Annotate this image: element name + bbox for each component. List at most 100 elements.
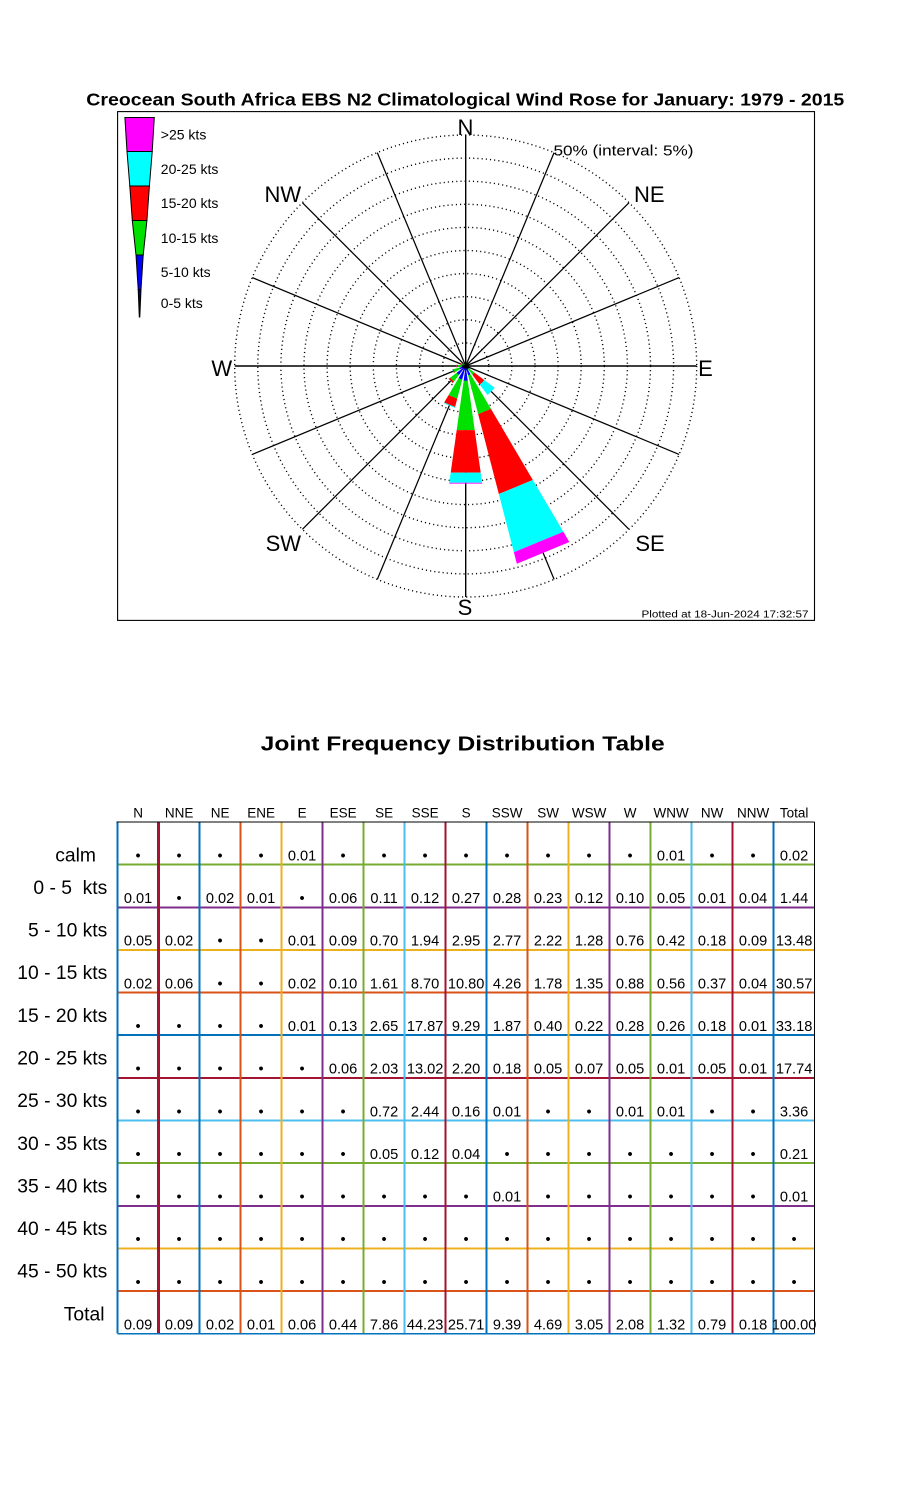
svg-text:•: •: [218, 1019, 223, 1035]
svg-text:SW: SW: [266, 531, 302, 556]
svg-text:•: •: [751, 1104, 756, 1120]
svg-text:W: W: [624, 806, 637, 821]
svg-text:0.42: 0.42: [657, 934, 685, 950]
svg-text:0.01: 0.01: [124, 891, 152, 907]
svg-text:0.01: 0.01: [657, 848, 685, 864]
svg-text:0.09: 0.09: [124, 1318, 152, 1334]
svg-text:2.65: 2.65: [370, 1019, 398, 1035]
svg-text:30 - 35 kts: 30 - 35 kts: [17, 1134, 107, 1155]
svg-text:0 - 5 kts: 0 - 5 kts: [33, 878, 107, 899]
svg-text:•: •: [300, 891, 305, 907]
svg-text:0.01: 0.01: [657, 1104, 685, 1120]
svg-text:•: •: [382, 1275, 387, 1291]
svg-text:0.06: 0.06: [288, 1318, 316, 1334]
svg-text:4.26: 4.26: [493, 976, 521, 992]
svg-text:20-25 kts: 20-25 kts: [161, 161, 219, 177]
svg-text:•: •: [505, 1147, 510, 1163]
svg-text:0.18: 0.18: [739, 1318, 767, 1334]
svg-text:9.39: 9.39: [493, 1318, 521, 1334]
svg-text:WNW: WNW: [653, 806, 688, 821]
svg-text:100.00: 100.00: [772, 1318, 817, 1334]
svg-text:•: •: [587, 1275, 592, 1291]
svg-text:0-5 kts: 0-5 kts: [161, 295, 203, 311]
svg-text:35 - 40 kts: 35 - 40 kts: [17, 1176, 107, 1197]
svg-text:SSE: SSE: [412, 806, 439, 821]
svg-text:•: •: [587, 848, 592, 864]
svg-text:15 - 20 kts: 15 - 20 kts: [17, 1006, 107, 1027]
svg-text:30.57: 30.57: [776, 976, 813, 992]
svg-text:•: •: [464, 1190, 469, 1206]
svg-text:1.35: 1.35: [575, 976, 603, 992]
svg-text:•: •: [669, 1232, 674, 1248]
svg-text:0.01: 0.01: [288, 934, 316, 950]
svg-text:44.23: 44.23: [407, 1318, 444, 1334]
svg-text:1.94: 1.94: [411, 934, 439, 950]
svg-text:•: •: [546, 1232, 551, 1248]
svg-text:0.06: 0.06: [329, 891, 357, 907]
svg-text:•: •: [218, 1147, 223, 1163]
svg-text:•: •: [710, 1190, 715, 1206]
svg-text:0.12: 0.12: [575, 891, 603, 907]
svg-text:0.01: 0.01: [739, 1062, 767, 1078]
svg-text:0.12: 0.12: [411, 1147, 439, 1163]
svg-text:17.74: 17.74: [776, 1062, 813, 1078]
svg-text:•: •: [300, 1062, 305, 1078]
svg-text:•: •: [177, 1275, 182, 1291]
svg-text:•: •: [792, 1232, 797, 1248]
svg-text:0.01: 0.01: [780, 1190, 808, 1206]
svg-text:0.01: 0.01: [493, 1104, 521, 1120]
svg-text:0.05: 0.05: [124, 934, 152, 950]
svg-text:0.09: 0.09: [739, 934, 767, 950]
svg-text:0.16: 0.16: [452, 1104, 480, 1120]
svg-text:E: E: [698, 356, 713, 381]
svg-text:•: •: [218, 934, 223, 950]
svg-text:•: •: [218, 976, 223, 992]
svg-text:2.22: 2.22: [534, 934, 562, 950]
svg-text:SE: SE: [635, 531, 664, 556]
svg-text:9.29: 9.29: [452, 1019, 480, 1035]
svg-text:•: •: [136, 848, 141, 864]
svg-text:•: •: [710, 1147, 715, 1163]
svg-text:•: •: [382, 848, 387, 864]
svg-text:WSW: WSW: [572, 806, 607, 821]
svg-text:0.12: 0.12: [411, 891, 439, 907]
svg-text:•: •: [546, 848, 551, 864]
svg-text:0.79: 0.79: [698, 1318, 726, 1334]
svg-text:W: W: [211, 356, 232, 381]
svg-text:•: •: [546, 1147, 551, 1163]
svg-text:•: •: [751, 1232, 756, 1248]
svg-text:•: •: [669, 1147, 674, 1163]
svg-text:Total: Total: [780, 806, 809, 821]
svg-text:•: •: [710, 1104, 715, 1120]
svg-text:•: •: [136, 1104, 141, 1120]
svg-text:•: •: [628, 1147, 633, 1163]
svg-text:0.01: 0.01: [657, 1062, 685, 1078]
svg-text:•: •: [136, 1190, 141, 1206]
svg-text:40 - 45 kts: 40 - 45 kts: [17, 1219, 107, 1240]
svg-text:0.37: 0.37: [698, 976, 726, 992]
svg-text:NNE: NNE: [165, 806, 194, 821]
svg-text:0.04: 0.04: [739, 976, 767, 992]
svg-text:•: •: [423, 1232, 428, 1248]
svg-text:0.28: 0.28: [493, 891, 521, 907]
svg-text:0.88: 0.88: [616, 976, 644, 992]
svg-text:NW: NW: [701, 806, 724, 821]
svg-text:25 - 30 kts: 25 - 30 kts: [17, 1091, 107, 1112]
svg-text:0.10: 0.10: [329, 976, 357, 992]
svg-text:•: •: [177, 1062, 182, 1078]
svg-text:•: •: [300, 1190, 305, 1206]
svg-text:S: S: [458, 595, 473, 620]
svg-text:•: •: [382, 1232, 387, 1248]
svg-text:•: •: [136, 1275, 141, 1291]
svg-text:0.05: 0.05: [534, 1062, 562, 1078]
svg-text:3.36: 3.36: [780, 1104, 808, 1120]
svg-text:•: •: [587, 1232, 592, 1248]
svg-text:8.70: 8.70: [411, 976, 439, 992]
svg-text:•: •: [341, 1232, 346, 1248]
svg-text:•: •: [177, 848, 182, 864]
svg-text:N: N: [458, 115, 474, 140]
svg-text:•: •: [628, 1190, 633, 1206]
svg-text:0.13: 0.13: [329, 1019, 357, 1035]
svg-text:0.10: 0.10: [616, 891, 644, 907]
svg-text:•: •: [751, 1190, 756, 1206]
